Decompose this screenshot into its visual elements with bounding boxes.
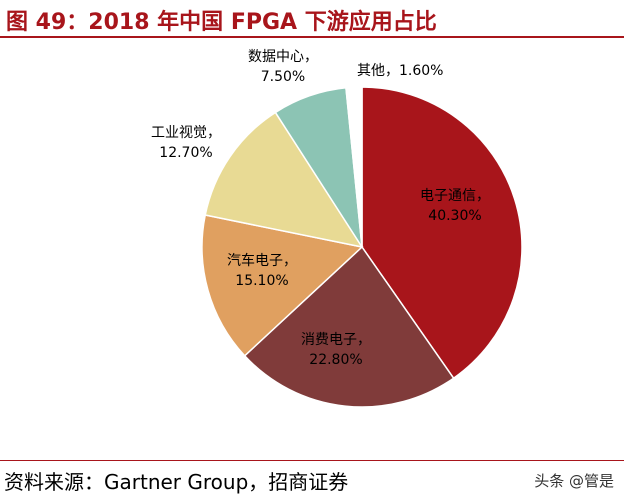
pie-chart-area: 电子通信， 40.30% 消费电子， 22.80% 汽车电子， 15.10% 工业视觉， 12… bbox=[0, 38, 624, 460]
slice-label: 电子通信， 40.30% bbox=[420, 188, 490, 224]
title-divider bbox=[0, 36, 624, 38]
slice-label: 数据中心， 7.50% bbox=[248, 49, 318, 85]
pie-slice bbox=[243, 245, 455, 408]
pie-slice bbox=[201, 214, 364, 357]
page-title: 图 49：2018 年中国 FPGA 下游应用占比 bbox=[6, 10, 437, 35]
title-bar: 图 49：2018 年中国 FPGA 下游应用占比 bbox=[0, 0, 624, 38]
pie-slice bbox=[204, 111, 364, 249]
slice-label: 其他，1.60% bbox=[357, 63, 443, 79]
slice-label: 消费电子， 22.80% bbox=[301, 332, 371, 368]
slice-label: 汽车电子， 15.10% bbox=[227, 252, 297, 289]
source-note: 资料来源：Gartner Group，招商证券 bbox=[4, 470, 349, 494]
watermark: 头条 @管是 bbox=[534, 472, 614, 490]
pie-slice bbox=[345, 86, 363, 248]
slice-label: 工业视觉， 12.70% bbox=[151, 125, 221, 161]
pie-slice bbox=[361, 86, 523, 380]
pie-chart: 电子通信， 40.30% 消费电子， 22.80% 汽车电子， 15.10% 工业视觉， 12… bbox=[151, 49, 523, 408]
footer-divider bbox=[0, 460, 624, 461]
